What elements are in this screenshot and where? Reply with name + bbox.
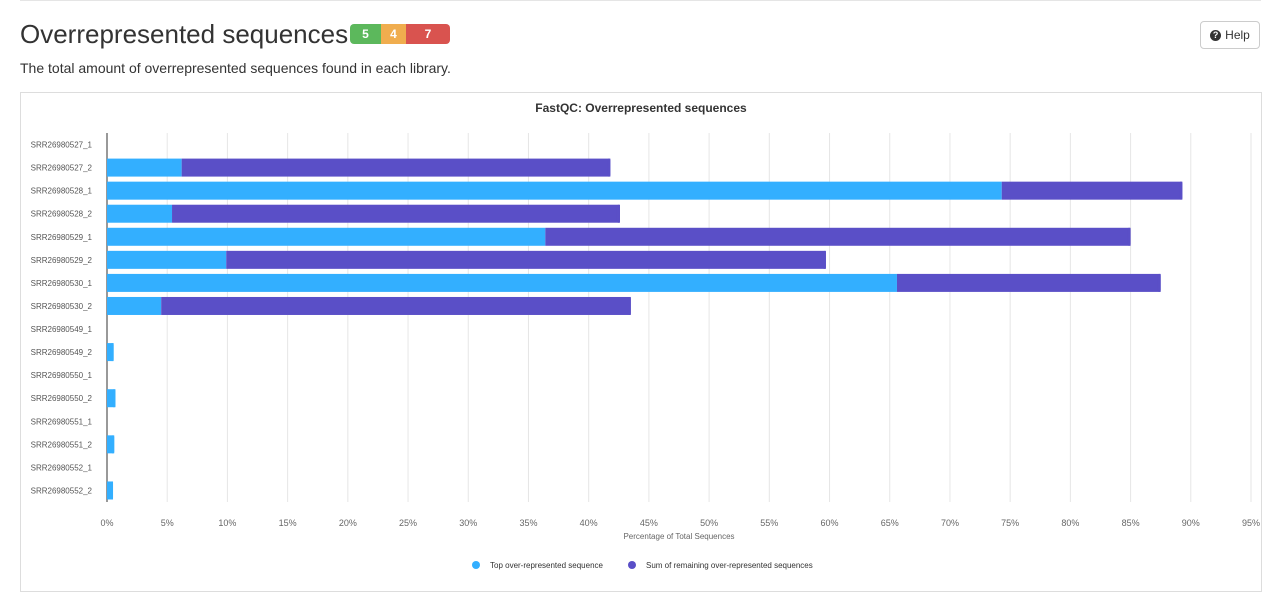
x-tick-label: 5% xyxy=(161,518,174,528)
x-tick-label: 20% xyxy=(339,518,357,528)
bar-end-cap xyxy=(112,389,116,408)
y-category-label: SRR26980529_1 xyxy=(31,233,93,242)
y-category-label: SRR26980528_1 xyxy=(31,187,93,196)
bar-segment xyxy=(107,389,116,408)
bar-end-cap xyxy=(110,481,114,500)
x-tick-label: 70% xyxy=(941,518,959,528)
bar-segment xyxy=(181,158,611,177)
warn-count-badge[interactable]: 4 xyxy=(381,24,406,44)
section-description: The total amount of overrepresented sequ… xyxy=(20,60,451,76)
bar-segment xyxy=(107,250,227,269)
help-button[interactable]: ? Help xyxy=(1200,21,1260,49)
x-tick-label: 15% xyxy=(279,518,297,528)
bar-segment xyxy=(107,481,114,500)
y-category-label: SRR26980527_2 xyxy=(31,164,93,173)
section-title: Overrepresented sequences xyxy=(20,19,349,49)
x-tick-label: 30% xyxy=(459,518,477,528)
chart-title: FastQC: Overrepresented sequences xyxy=(535,101,747,115)
x-tick-label: 95% xyxy=(1242,518,1260,528)
x-tick-label: 55% xyxy=(760,518,778,528)
x-tick-label: 80% xyxy=(1061,518,1079,528)
bar-end-cap xyxy=(607,158,611,177)
bar-end-cap xyxy=(1179,181,1183,200)
x-tick-label: 0% xyxy=(100,518,113,528)
x-tick-label: 45% xyxy=(640,518,658,528)
legend-marker xyxy=(472,561,480,569)
bar-segment xyxy=(1001,181,1183,200)
bar-end-cap xyxy=(110,343,114,362)
bar-segment xyxy=(161,296,631,315)
legend-label: Sum of remaining over-represented sequen… xyxy=(646,561,813,570)
legend-marker xyxy=(628,561,636,569)
pass-count-badge[interactable]: 5 xyxy=(350,24,381,44)
y-category-label: SRR26980549_1 xyxy=(31,325,93,334)
question-circle-icon: ? xyxy=(1210,29,1222,41)
x-axis-label: Percentage of Total Sequences xyxy=(623,532,734,541)
y-category-label: SRR26980550_2 xyxy=(31,394,93,403)
bar-end-cap xyxy=(822,250,826,269)
x-tick-label: 50% xyxy=(700,518,718,528)
y-category-label: SRR26980552_1 xyxy=(31,463,93,472)
y-category-label: SRR26980550_1 xyxy=(31,371,93,380)
bar-segment xyxy=(107,273,897,292)
x-tick-label: 90% xyxy=(1182,518,1200,528)
y-category-label: SRR26980551_2 xyxy=(31,440,93,449)
x-tick-label: 75% xyxy=(1001,518,1019,528)
top-divider xyxy=(20,0,1261,1)
y-category-label: SRR26980529_2 xyxy=(31,256,93,265)
bar-segment xyxy=(545,227,1131,246)
y-category-label: SRR26980552_2 xyxy=(31,486,93,495)
x-tick-label: 85% xyxy=(1122,518,1140,528)
bar-end-cap xyxy=(627,296,631,315)
bar-end-cap xyxy=(1127,227,1131,246)
bar-segment xyxy=(107,181,1002,200)
bar-segment xyxy=(107,435,115,454)
bar-segment xyxy=(896,273,1161,292)
bar-segment xyxy=(107,343,114,362)
x-tick-label: 60% xyxy=(821,518,839,528)
y-category-label: SRR26980530_2 xyxy=(31,302,93,311)
bar-segment xyxy=(107,158,182,177)
x-tick-label: 10% xyxy=(218,518,236,528)
y-category-label: SRR26980551_1 xyxy=(31,417,93,426)
y-category-label: SRR26980530_1 xyxy=(31,279,93,288)
y-category-label: SRR26980549_2 xyxy=(31,348,93,357)
x-tick-label: 65% xyxy=(881,518,899,528)
status-badges[interactable]: 5 4 7 xyxy=(350,24,450,44)
help-button-label: Help xyxy=(1225,28,1250,42)
bar-end-cap xyxy=(616,204,620,223)
bar-segment xyxy=(172,204,620,223)
x-tick-label: 40% xyxy=(580,518,598,528)
bar-segment xyxy=(107,296,162,315)
bar-end-cap xyxy=(111,435,115,454)
legend-label: Top over-represented sequence xyxy=(490,561,604,570)
bar-end-cap xyxy=(1157,273,1161,292)
bar-segment xyxy=(107,227,546,246)
bar-segment xyxy=(226,250,826,269)
x-tick-label: 25% xyxy=(399,518,417,528)
y-category-label: SRR26980527_1 xyxy=(31,141,93,150)
fail-count-badge[interactable]: 7 xyxy=(406,24,450,44)
x-tick-label: 35% xyxy=(519,518,537,528)
bar-segment xyxy=(107,204,173,223)
y-category-label: SRR26980528_2 xyxy=(31,210,93,219)
